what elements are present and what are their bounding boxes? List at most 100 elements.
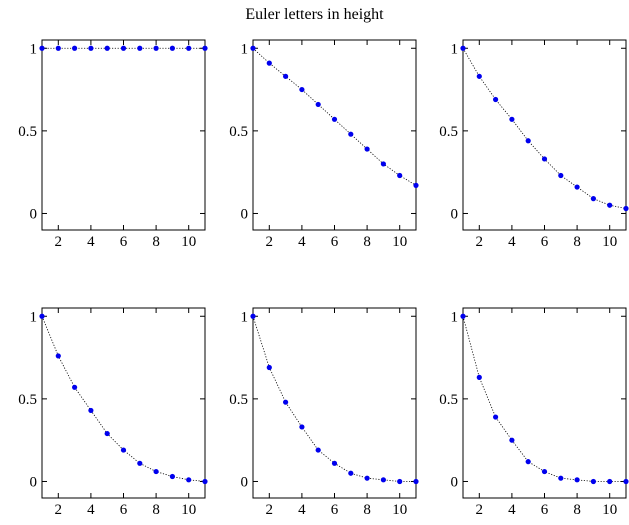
x-tick-label: 2 (266, 234, 274, 250)
series-line (462, 48, 627, 209)
data-point (476, 73, 482, 79)
data-point (460, 45, 466, 51)
plot-frame (252, 307, 417, 499)
data-point (525, 459, 531, 465)
data-point (283, 399, 289, 405)
y-tick-label: 0.5 (18, 392, 37, 408)
x-tick-label: 8 (363, 234, 371, 250)
data-point (202, 45, 208, 51)
data-point (364, 146, 370, 152)
data-point (169, 473, 175, 480)
data-point (299, 86, 305, 93)
x-tick-label: 6 (541, 234, 549, 250)
x-tick-label: 8 (152, 234, 160, 250)
y-tick-label: 1 (241, 41, 249, 57)
data-point (266, 60, 272, 66)
y-tick-label: 0 (30, 474, 38, 490)
data-point (397, 172, 403, 179)
x-tick-label: 2 (266, 502, 274, 518)
panel-6: 2 4 6 8 10 0 0.5 1 (439, 307, 629, 518)
data-point (169, 45, 175, 51)
x-tick-label: 2 (55, 234, 63, 250)
x-tick-label: 10 (602, 234, 617, 250)
data-point (623, 205, 629, 212)
x-tick-label: 4 (508, 502, 516, 518)
y-tick-label: 0 (241, 474, 249, 490)
x-tick-label: 8 (363, 502, 371, 518)
data-point (590, 196, 597, 202)
x-tick-label: 10 (181, 234, 196, 250)
x-tick-label: 6 (331, 234, 339, 250)
data-point (266, 364, 272, 371)
data-point (153, 468, 159, 475)
data-point (574, 477, 580, 483)
data-point (476, 374, 482, 380)
x-tick-label: 4 (87, 502, 95, 518)
data-point (590, 478, 597, 485)
data-point (348, 470, 354, 476)
data-point (541, 468, 548, 475)
data-point (88, 45, 94, 51)
plot-frame (462, 39, 627, 231)
data-point (186, 477, 192, 483)
x-tick-label: 4 (298, 234, 306, 250)
panel-5: 2 4 6 8 10 0 0.5 1 (229, 307, 419, 518)
data-point (558, 172, 564, 179)
panel-3: 2 4 6 8 10 0 0.5 1 (439, 39, 629, 250)
y-tick-label: 1 (30, 309, 38, 325)
data-point (380, 161, 386, 167)
data-point (39, 45, 45, 51)
panel-2: 2 4 6 8 10 0 0.5 1 (229, 39, 419, 250)
data-point (493, 414, 499, 420)
data-point (72, 45, 78, 51)
panel-4: 2 4 6 8 10 0 0.5 1 (18, 307, 208, 518)
data-point (397, 478, 403, 485)
series-line (462, 316, 626, 482)
x-tick-label: 6 (331, 502, 339, 518)
data-point (120, 447, 127, 453)
x-tick-label: 2 (476, 234, 484, 250)
x-tick-label: 10 (181, 502, 196, 518)
x-tick-label: 2 (476, 502, 484, 518)
x-tick-label: 6 (541, 502, 549, 518)
x-tick-label: 8 (152, 502, 160, 518)
data-point (72, 384, 78, 390)
y-tick-label: 0.5 (229, 392, 248, 408)
data-point (137, 45, 143, 51)
data-point (413, 478, 419, 485)
data-point (137, 460, 143, 466)
data-point (88, 407, 94, 414)
y-tick-label: 0 (241, 206, 249, 222)
x-tick-label: 6 (120, 234, 128, 250)
data-point (250, 313, 256, 319)
y-tick-label: 0.5 (439, 124, 458, 140)
y-tick-label: 0 (451, 206, 459, 222)
data-point (153, 45, 159, 51)
data-point (413, 182, 419, 188)
series-line (41, 316, 206, 482)
data-point (39, 313, 45, 319)
data-point (202, 478, 208, 485)
data-point (541, 156, 548, 162)
data-point (331, 116, 338, 122)
data-point (315, 447, 321, 453)
data-point (623, 478, 629, 485)
data-point (348, 131, 354, 137)
y-tick-label: 1 (451, 41, 459, 57)
data-point (55, 45, 61, 51)
data-point (315, 101, 321, 108)
data-point (331, 460, 338, 466)
data-point (460, 313, 466, 319)
x-tick-label: 4 (87, 234, 95, 250)
y-tick-label: 0 (30, 206, 38, 222)
data-point (574, 184, 580, 190)
data-point (120, 45, 127, 51)
data-point (104, 430, 110, 437)
plot-frame (41, 307, 206, 499)
y-tick-label: 0.5 (439, 392, 458, 408)
data-point (607, 202, 613, 208)
data-point (104, 45, 110, 51)
data-point (380, 477, 386, 483)
y-tick-label: 1 (30, 41, 38, 57)
